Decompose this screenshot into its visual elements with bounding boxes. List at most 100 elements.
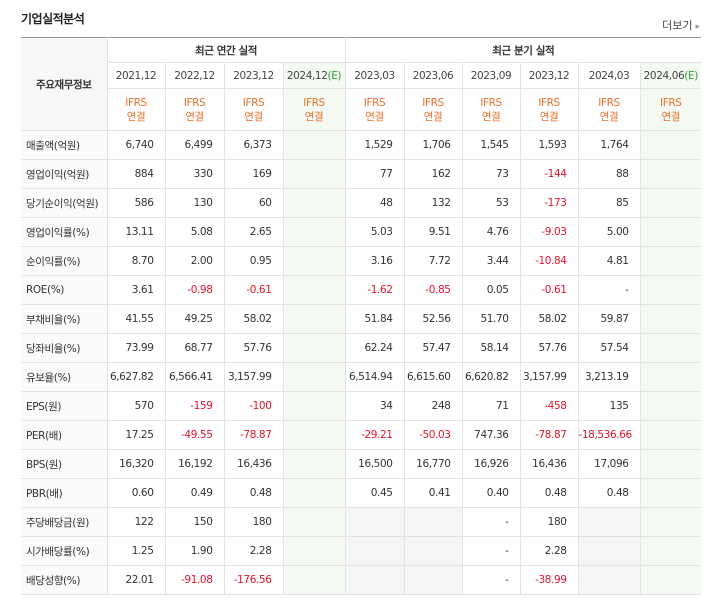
value-cell: [282, 362, 346, 392]
period-date: 2023,06: [412, 69, 454, 82]
value-cell: 2.28: [223, 536, 284, 566]
row-label: PBR(배): [21, 478, 108, 508]
row-group: 매출액(억원) 6,740 6,499 6,373 1,529 1,706 1,545 1,5…: [21, 130, 702, 218]
value-cell: -18,536.66: [577, 420, 641, 450]
value-cell: -100: [223, 391, 284, 421]
row-group: EPS(원) 570 -159 -100 34 248 71 -458 135 PER(배) 17.…: [21, 391, 702, 508]
accounting-text: 연결: [185, 110, 204, 123]
period-cell: 2024,03: [577, 62, 641, 89]
value-cell: 132: [403, 188, 463, 218]
value-cell: 570: [106, 391, 166, 421]
value-cell: 53: [461, 188, 521, 218]
value-cell: -173: [519, 188, 579, 218]
value-cell: 7.72: [403, 246, 463, 276]
period-cell: 2023,12: [223, 62, 284, 89]
accounting-cell: IFRS 연결: [519, 88, 579, 131]
accounting-text: 연결: [661, 110, 681, 123]
value-cell: [282, 420, 346, 450]
period-suffix: (E): [327, 69, 342, 82]
value-cell: 2.28: [519, 536, 579, 566]
more-arrow[interactable]: ▸: [695, 22, 700, 32]
row-label: 시가배당률(%): [21, 536, 108, 566]
accounting-text: IFRS: [480, 96, 502, 109]
value-cell: -78.87: [223, 420, 284, 450]
value-cell: 6,627.82: [106, 362, 166, 392]
value-cell: -91.08: [164, 565, 225, 595]
value-cell: 16,926: [461, 449, 521, 479]
value-cell: 5.03: [344, 217, 405, 247]
accounting-cell: IFRS 연결: [577, 88, 641, 131]
value-cell: 135: [577, 391, 641, 421]
value-cell: [639, 304, 702, 334]
value-cell: [282, 217, 346, 247]
value-cell: 57.54: [577, 333, 641, 363]
value-cell: 6,615.60: [403, 362, 463, 392]
more-link[interactable]: 더보기 ▸: [662, 17, 700, 33]
accounting-text: 연결: [539, 110, 559, 123]
data-row: 영업이익(억원) 884 330 169 77 162 73 -144 88: [21, 159, 702, 189]
accounting-text: 연결: [304, 110, 324, 123]
accounting-text: 연결: [481, 110, 501, 123]
value-cell: -0.61: [519, 275, 579, 305]
period-date: 2024,06: [643, 69, 685, 82]
value-cell: [639, 478, 702, 508]
accounting-text: IFRS: [598, 96, 620, 109]
row-label: ROE(%): [21, 275, 108, 305]
value-cell: 0.95: [223, 246, 284, 276]
value-cell: [282, 536, 346, 566]
accounting-text: 연결: [365, 110, 384, 123]
row-label: BPS(원): [21, 449, 108, 479]
accounting-text: IFRS: [660, 96, 682, 109]
row-label: PER(배): [21, 420, 108, 450]
value-cell: 0.49: [164, 478, 225, 508]
value-cell: 0.05: [461, 275, 521, 305]
period-date: 2021,12: [115, 69, 157, 82]
value-cell: [282, 449, 346, 479]
value-cell: [344, 507, 405, 537]
data-row: PER(배) 17.25 -49.55 -78.87 -29.21 -50.03 747.3…: [21, 420, 702, 450]
value-cell: 0.48: [519, 478, 579, 508]
value-cell: 3,157.99: [519, 362, 579, 392]
value-cell: 6,499: [164, 130, 225, 160]
value-cell: [639, 275, 702, 305]
period-cell: 2023,03: [344, 62, 405, 89]
row-label: 부채비율(%): [21, 304, 108, 334]
value-cell: 57.47: [403, 333, 463, 363]
value-cell: 68.77: [164, 333, 225, 363]
data-row: 주당배당금(원) 122 150 180-180: [21, 507, 702, 537]
value-cell: 58.14: [461, 333, 521, 363]
data-row: 당좌비율(%) 73.99 68.77 57.76 62.24 57.47 58.14 57.…: [21, 333, 702, 363]
value-cell: 747.36: [461, 420, 521, 450]
value-cell: [639, 130, 702, 160]
value-cell: [403, 536, 463, 566]
value-cell: -0.61: [223, 275, 284, 305]
value-cell: [282, 246, 346, 276]
value-cell: 3.16: [344, 246, 405, 276]
period-cell: 2023,09: [461, 62, 521, 89]
value-cell: 16,192: [164, 449, 225, 479]
value-cell: 3,213.19: [577, 362, 641, 392]
accounting-cell: IFRS 연결: [223, 88, 284, 131]
value-cell: 248: [403, 391, 463, 421]
row-label: 당좌비율(%): [21, 333, 108, 363]
value-cell: [639, 449, 702, 479]
value-cell: 2.65: [223, 217, 284, 247]
row-label: EPS(원): [21, 391, 108, 421]
value-cell: 34: [344, 391, 405, 421]
value-cell: 73.99: [106, 333, 166, 363]
period-date: 2023,03: [354, 69, 395, 82]
data-row: 시가배당률(%) 1.25 1.90 2.28-2.28: [21, 536, 702, 566]
accounting-text: 연결: [126, 110, 146, 123]
accounting-cell: IFRS 연결: [164, 88, 225, 131]
data-row: ROE(%) 3.61 -0.98 -0.61 -1.62 -0.85 0.05 -0.61-: [21, 275, 702, 305]
period-date: 2023,12: [233, 69, 274, 82]
data-row: 당기순이익(억원) 586 130 60 48 132 53 -173 85: [21, 188, 702, 218]
value-cell: 122: [106, 507, 166, 537]
value-cell: [577, 536, 641, 566]
accounting-cell: IFRS 연결: [106, 88, 166, 131]
value-cell: 330: [164, 159, 225, 189]
period-cell: 2023,12: [519, 62, 579, 89]
more-text[interactable]: 더보기: [662, 19, 693, 32]
value-cell: 17.25: [106, 420, 166, 450]
